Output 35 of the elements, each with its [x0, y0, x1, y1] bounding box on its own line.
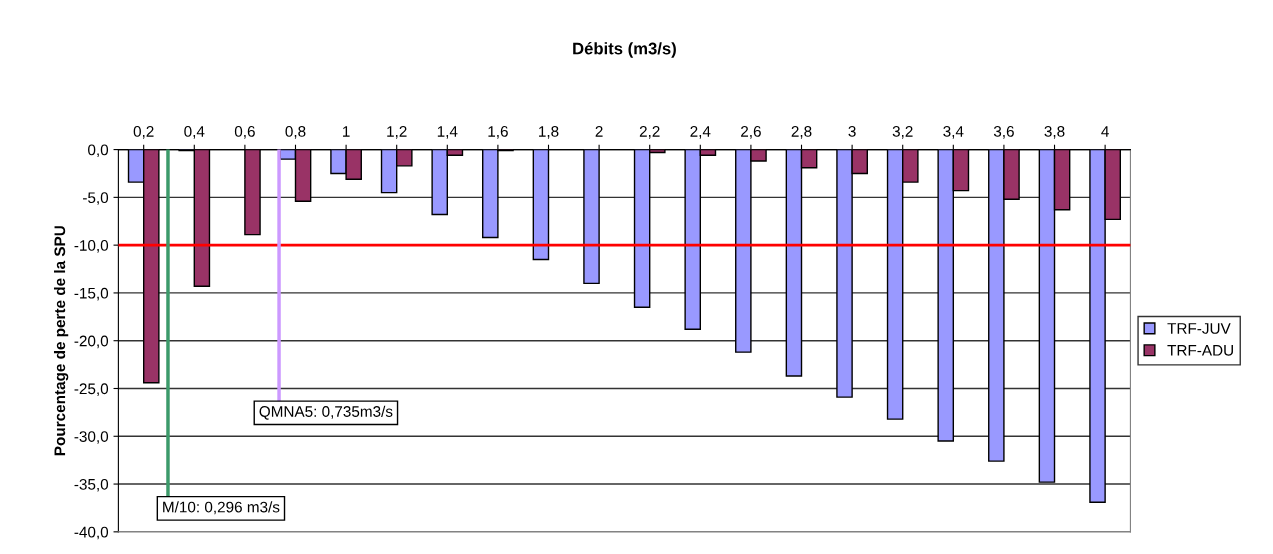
x-tick-label: 0,2: [133, 126, 154, 139]
y-tick-label: -35,0: [74, 478, 109, 492]
x-tick-label: 0,8: [285, 126, 306, 139]
x-tick-label: 2,4: [690, 126, 711, 139]
x-tick-label: 0,6: [234, 126, 255, 139]
x-tick-label: 3,2: [892, 126, 913, 139]
y-tick-label: -25,0: [74, 383, 109, 396]
x-tick-label: 2,8: [791, 126, 812, 139]
x-tick-label: 3: [848, 126, 856, 137]
x-tick-label: 1,6: [488, 126, 508, 139]
legend-label: TRF-JUV: [1167, 323, 1231, 334]
ref-line-label: QMNA5: 0,735m3/s: [259, 405, 393, 420]
y-tick-label: -20,0: [74, 335, 109, 349]
chart-title: Débits (m3/s): [573, 42, 676, 58]
y-axis-title: Pourcentage de perte de la SPU: [53, 226, 69, 456]
x-tick-label: 3,8: [1044, 126, 1065, 139]
x-tick-label: 2: [595, 126, 603, 137]
x-tick-label: 3,4: [943, 126, 964, 139]
x-tick-label: 3,6: [993, 126, 1014, 139]
y-tick-label: -10,0: [74, 240, 109, 253]
y-tick-label: -15,0: [74, 287, 109, 301]
x-tick-label: 1: [343, 126, 350, 137]
x-tick-label: 0,4: [184, 126, 205, 139]
x-tick-label: 1,8: [539, 126, 559, 139]
legend-label: TRF-ADU: [1167, 345, 1233, 356]
y-tick-label: -40,0: [74, 526, 109, 540]
x-tick-label: 2,2: [639, 126, 660, 139]
y-tick-label: -5,0: [83, 192, 109, 205]
y-tick-label: 0,0: [88, 144, 109, 158]
x-tick-label: 1,4: [437, 126, 458, 139]
x-tick-label: 1,2: [387, 126, 407, 139]
x-tick-label: 2,6: [741, 126, 761, 139]
ref-line-label: M/10: 0,296 m3/s: [163, 501, 280, 515]
x-tick-label: 4: [1101, 126, 1109, 137]
y-tick-label: -30,0: [74, 431, 109, 444]
